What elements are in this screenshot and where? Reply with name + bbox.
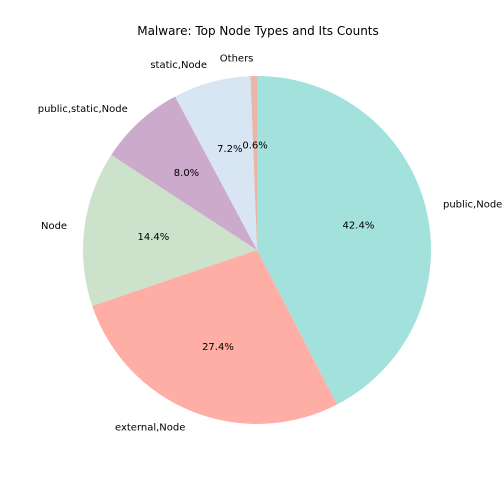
slice-label-3: public,static,Node — [38, 104, 128, 115]
pie-slice-1 — [92, 250, 337, 424]
slice-percent-4: 7.2% — [217, 144, 242, 155]
chart-title: Malware: Top Node Types and Its Counts — [137, 24, 379, 38]
pie-slice-3 — [111, 96, 258, 250]
pie-slice-5 — [250, 76, 257, 250]
slice-percent-0: 42.4% — [343, 220, 375, 231]
pie-slice-2 — [82, 154, 257, 306]
slice-label-4: static,Node — [150, 60, 207, 71]
slice-label-0: public,Node — [443, 200, 502, 211]
slice-percent-2: 14.4% — [138, 232, 170, 243]
labels-layer: public,Node 42.4% external,Node 27.4% Node 14… — [38, 54, 503, 434]
pie-slice-4 — [175, 76, 257, 251]
slice-percent-5: 0.6% — [242, 141, 267, 152]
slice-label-5: Others — [220, 54, 254, 65]
slice-percent-3: 8.0% — [174, 168, 199, 179]
slice-percent-1: 27.4% — [202, 342, 234, 353]
pie-slice-0 — [257, 76, 431, 405]
slices-layer — [82, 76, 431, 424]
slice-label-2: Node — [41, 221, 67, 232]
slice-label-1: external,Node — [115, 423, 185, 434]
